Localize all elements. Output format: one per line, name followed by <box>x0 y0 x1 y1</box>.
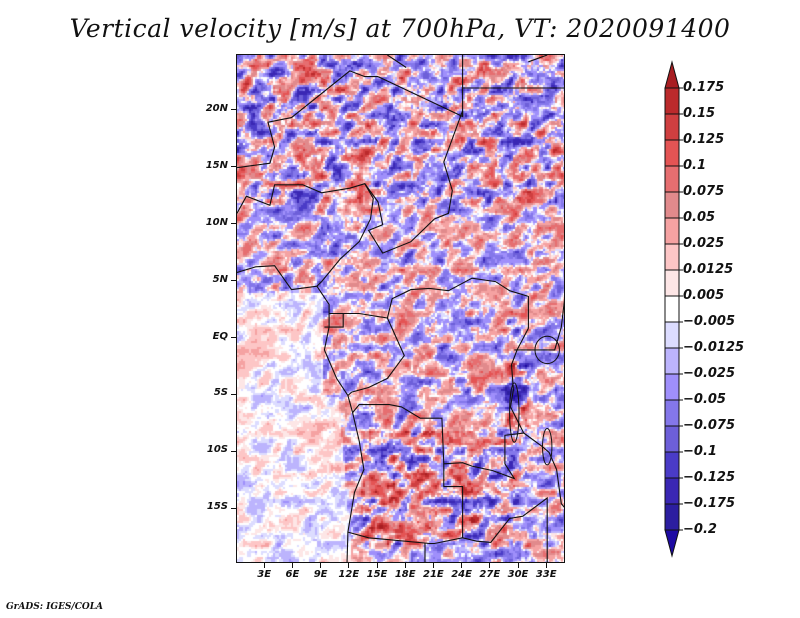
country-border <box>237 265 365 562</box>
colorbar-level-label: −0.1 <box>683 444 717 459</box>
lon-tick-label: 27E <box>479 569 501 580</box>
lon-tick <box>348 563 350 568</box>
country-border <box>347 317 405 396</box>
vertical-velocity-field <box>237 55 564 562</box>
lon-tick-label: 24E <box>451 569 472 580</box>
lake-outline <box>534 335 560 365</box>
colorbar-swatch <box>664 217 680 245</box>
lat-tick-label: 20N <box>205 102 228 114</box>
colorbar-level-label: 0.05 <box>683 210 716 225</box>
country-border <box>514 299 564 351</box>
country-border <box>237 183 374 287</box>
colorbar-level-label: −0.175 <box>683 496 736 511</box>
lake-outline <box>509 382 520 443</box>
colorbar-level-label: −0.005 <box>683 314 736 329</box>
lon-tick-label: 3E <box>257 569 272 580</box>
colorbar-level-label: −0.075 <box>683 418 736 433</box>
lon-tick-label: 12E <box>338 569 360 580</box>
colorbar-level-label: −0.0125 <box>683 340 745 355</box>
country-border <box>237 70 378 169</box>
lat-tick <box>231 223 236 225</box>
lon-tick-label: 30E <box>507 569 529 580</box>
country-border <box>528 55 548 63</box>
colorbar-swatch <box>664 321 680 349</box>
lat-tick <box>231 280 236 282</box>
lat-tick-label: 15S <box>206 501 228 513</box>
lat-tick-label: 10S <box>206 444 228 456</box>
lon-tick <box>517 563 519 568</box>
lake-outline <box>542 427 553 466</box>
colorbar-level-label: −0.125 <box>683 470 736 485</box>
colorbar-swatch <box>664 165 680 193</box>
lat-tick <box>231 507 236 509</box>
country-border <box>462 496 548 562</box>
lat-tick-label: EQ <box>212 330 228 342</box>
colorbar-level-label: 0.15 <box>683 106 716 121</box>
colorbar-swatch <box>664 451 680 479</box>
lon-tick <box>320 563 322 568</box>
colorbar-swatch <box>664 243 680 271</box>
lat-tick-label: 10N <box>205 216 228 228</box>
country-borders-layer <box>237 55 564 562</box>
country-border <box>377 55 464 118</box>
colorbar-swatch <box>664 373 680 401</box>
lon-tick <box>545 563 547 568</box>
colorbar-level-label: 0.025 <box>683 236 725 251</box>
colorbar-extend-min <box>664 529 680 558</box>
colorbar-level-label: 0.075 <box>683 184 725 199</box>
lon-tick-label: 6E <box>285 569 300 580</box>
colorbar-swatch <box>664 399 680 427</box>
colorbar-swatch <box>664 503 680 531</box>
lon-tick <box>489 563 491 568</box>
colorbar-level-label: 0.1 <box>683 158 707 173</box>
lat-tick <box>231 337 236 339</box>
colorbar-swatch <box>664 87 680 115</box>
map-plot-area <box>236 54 565 563</box>
colorbar-swatch <box>664 113 680 141</box>
lon-tick-label: 33E <box>535 569 557 580</box>
colorbar-swatch <box>664 347 680 375</box>
colorbar-level-label: 0.0125 <box>683 262 734 277</box>
colorbar-swatch <box>664 139 680 167</box>
lat-tick <box>231 393 236 395</box>
lat-tick-label: 5S <box>213 387 228 399</box>
lon-tick <box>376 563 378 568</box>
colorbar-level-label: −0.05 <box>683 392 726 407</box>
lat-tick <box>231 166 236 168</box>
chart-title: Vertical velocity [m/s] at 700hPa, VT: 2… <box>69 14 731 43</box>
colorbar-swatch <box>664 269 680 297</box>
colorbar-level-label: 0.125 <box>683 132 725 147</box>
grads-credit: GrADS: IGES/COLA <box>6 602 104 612</box>
colorbar-swatch <box>664 477 680 505</box>
lat-tick <box>231 109 236 111</box>
lon-tick <box>291 563 293 568</box>
colorbar-swatch <box>664 191 680 219</box>
lon-tick-label: 18E <box>394 569 416 580</box>
lon-tick <box>404 563 406 568</box>
colorbar-level-label: −0.025 <box>683 366 736 381</box>
lat-tick <box>231 450 236 452</box>
lon-tick <box>263 563 265 568</box>
lat-tick-label: 15N <box>205 159 228 171</box>
colorbar-level-label: 0.175 <box>683 80 725 95</box>
lat-tick-label: 5N <box>212 273 228 285</box>
colorbar-level-label: −0.2 <box>683 522 717 537</box>
country-border <box>364 110 464 254</box>
lon-tick-label: 21E <box>423 569 444 580</box>
country-border <box>387 55 407 68</box>
lon-tick <box>461 563 463 568</box>
country-border <box>329 277 529 480</box>
country-border <box>523 432 564 508</box>
colorbar-swatch <box>664 295 680 323</box>
lon-tick-label: 15E <box>366 569 388 580</box>
colorbar-level-label: 0.005 <box>683 288 725 303</box>
country-border <box>347 463 464 545</box>
lon-tick-label: 9E <box>313 569 328 580</box>
colorbar-swatch <box>664 425 680 453</box>
country-border <box>324 313 344 328</box>
lon-tick <box>432 563 434 568</box>
colorbar-extend-max <box>664 60 680 89</box>
